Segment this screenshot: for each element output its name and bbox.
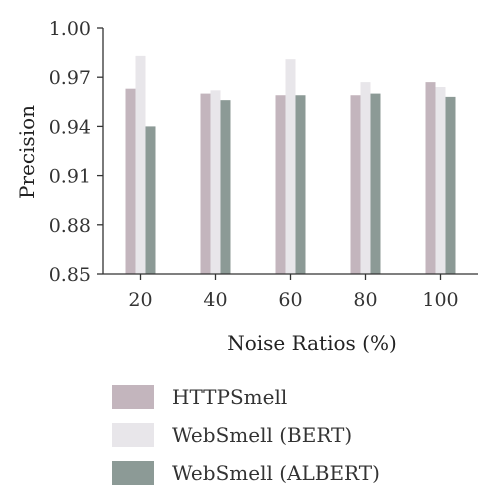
bar-websmell-bert-80 xyxy=(360,82,371,275)
x-tick-label: 80 xyxy=(353,289,377,311)
x-tick-label: 60 xyxy=(278,289,302,311)
bar-websmell-bert-20 xyxy=(135,55,146,274)
y-tick-label: 0.91 xyxy=(49,166,91,188)
x-tick-label: 20 xyxy=(128,289,152,311)
legend-label-httpsmell: HTTPSmell xyxy=(172,385,288,409)
legend-label-websmell-albert: WebSmell (ALBERT) xyxy=(172,461,380,485)
bar-httpsmell-20 xyxy=(125,88,136,275)
legend-label-websmell-bert: WebSmell (BERT) xyxy=(172,423,353,447)
bar-httpsmell-80 xyxy=(350,95,361,275)
y-tick-label: 0.97 xyxy=(49,67,91,89)
bar-websmell-albert-20 xyxy=(145,126,156,275)
x-axis-ticks: 20 40 60 80 100 xyxy=(128,274,459,311)
legend-swatch-websmell-bert xyxy=(112,423,154,447)
bar-chart: 0.85 0.88 0.91 0.94 0.97 1.00 20 40 60 80 100 Noi… xyxy=(15,18,478,355)
bar-httpsmell-40 xyxy=(200,93,211,274)
x-tick-label: 100 xyxy=(422,289,458,311)
x-tick-label: 40 xyxy=(203,289,227,311)
y-tick-label: 0.85 xyxy=(49,264,91,286)
y-axis-ticks: 0.85 0.88 0.91 0.94 0.97 1.00 xyxy=(49,18,103,286)
bar-websmell-albert-100 xyxy=(445,96,456,274)
bars xyxy=(125,55,456,275)
y-axis-title: Precision xyxy=(15,105,39,199)
y-tick-label: 0.94 xyxy=(49,116,91,138)
y-tick-label: 1.00 xyxy=(49,18,91,40)
legend-item-websmell-albert: WebSmell (ALBERT) xyxy=(112,454,380,492)
y-tick-label: 0.88 xyxy=(49,215,91,237)
bar-websmell-bert-100 xyxy=(435,87,446,274)
bar-websmell-albert-60 xyxy=(295,95,306,275)
legend: HTTPSmell WebSmell (BERT) WebSmell (ALBE… xyxy=(112,378,380,492)
legend-item-httpsmell: HTTPSmell xyxy=(112,378,380,416)
bar-websmell-bert-60 xyxy=(285,59,296,274)
bar-httpsmell-100 xyxy=(425,82,436,275)
x-axis-title: Noise Ratios (%) xyxy=(227,331,397,355)
legend-item-websmell-bert: WebSmell (BERT) xyxy=(112,416,380,454)
bar-websmell-albert-40 xyxy=(220,100,231,274)
bar-httpsmell-60 xyxy=(275,95,286,275)
bar-websmell-bert-40 xyxy=(210,90,221,274)
legend-swatch-websmell-albert xyxy=(112,461,154,485)
legend-swatch-httpsmell xyxy=(112,385,154,409)
bar-websmell-albert-80 xyxy=(370,93,381,274)
